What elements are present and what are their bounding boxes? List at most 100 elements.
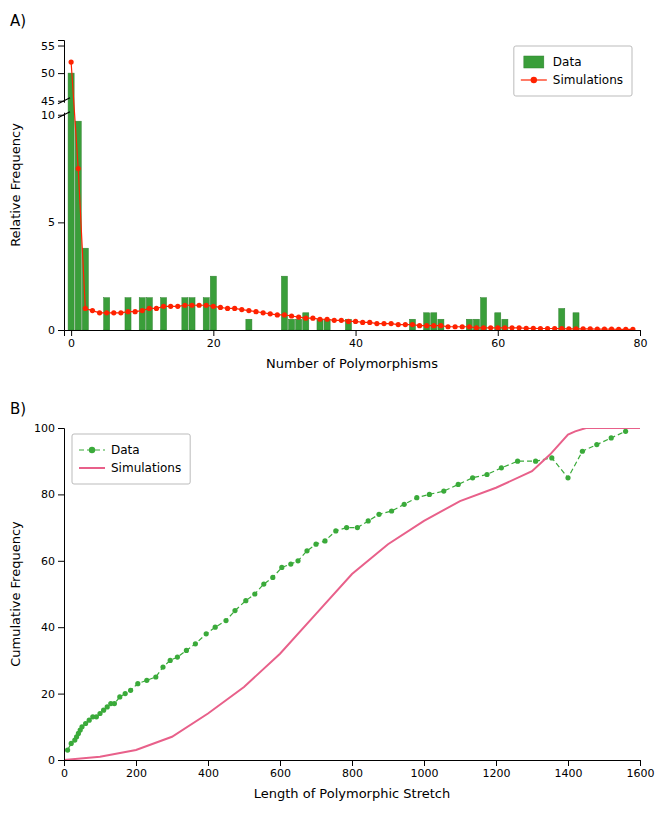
legend: DataSimulations <box>72 434 190 484</box>
axis-break <box>58 98 70 118</box>
tick: 200 <box>126 760 147 780</box>
bar <box>75 121 81 330</box>
bar <box>495 313 501 330</box>
tick-mark <box>136 760 137 766</box>
tick-mark <box>58 694 64 695</box>
bar <box>438 319 444 330</box>
point <box>509 325 514 330</box>
point <box>261 310 266 315</box>
legend-label: Data <box>111 443 140 457</box>
tick-mark <box>58 760 64 761</box>
point <box>175 654 180 659</box>
point <box>453 324 458 329</box>
point <box>246 308 251 313</box>
point <box>303 316 308 321</box>
point <box>565 475 570 480</box>
tick: 20 <box>41 688 64 701</box>
bar <box>473 319 479 330</box>
point <box>580 449 585 454</box>
tick-mark <box>58 73 64 74</box>
point <box>135 681 140 686</box>
bar <box>395 330 401 331</box>
tick-label: 45 <box>41 95 55 108</box>
tick-mark <box>58 627 64 628</box>
point <box>502 325 507 330</box>
point <box>153 674 158 679</box>
point <box>609 327 614 330</box>
legend-box <box>72 434 190 484</box>
tick-mark <box>280 760 281 766</box>
plot-area <box>68 59 635 330</box>
point <box>524 326 529 330</box>
point <box>360 320 365 325</box>
point <box>317 317 322 322</box>
point <box>355 525 360 530</box>
tick-label: 400 <box>198 767 219 780</box>
plot-area <box>64 428 640 760</box>
x-axis: 020406080 <box>65 330 648 350</box>
tick-label: 40 <box>41 621 55 634</box>
point <box>515 459 520 464</box>
tick-label: 1000 <box>411 767 439 780</box>
point <box>296 314 301 319</box>
chart-canvas: 0204060800510455055A)Number of Polymorph… <box>0 0 658 825</box>
point <box>581 326 586 330</box>
x-axis-title: Length of Polymorphic Stretch <box>254 786 451 801</box>
point <box>427 492 432 497</box>
tick-mark <box>58 494 64 495</box>
panel-title: A) <box>10 12 26 30</box>
point <box>279 565 284 570</box>
point <box>403 322 408 327</box>
bar <box>267 330 273 331</box>
point <box>484 472 489 477</box>
bar <box>360 330 366 331</box>
tick-label: 1200 <box>483 767 511 780</box>
point <box>125 309 130 314</box>
x-axis: 02004006008001000120014001600 <box>61 760 655 780</box>
point <box>414 495 419 500</box>
point <box>213 625 218 630</box>
tick: 10 <box>41 109 64 122</box>
bar <box>331 330 337 331</box>
tick: 60 <box>491 330 505 350</box>
tick-label: 600 <box>270 767 291 780</box>
chart-panel: 0204060800510455055A)Number of Polymorph… <box>8 12 648 371</box>
point <box>243 598 248 603</box>
tick: 800 <box>342 760 363 780</box>
tick: 80 <box>41 488 64 501</box>
point <box>117 694 122 699</box>
point <box>410 322 415 327</box>
bar <box>424 313 430 330</box>
tick-label: 80 <box>634 337 648 350</box>
point <box>517 325 522 330</box>
axis-line <box>65 761 641 767</box>
tick-mark <box>640 330 641 336</box>
bar <box>232 330 238 331</box>
tick: 1400 <box>555 760 583 780</box>
bar <box>310 330 316 331</box>
tick-mark <box>208 760 209 766</box>
point <box>189 303 194 308</box>
point <box>549 455 554 460</box>
point <box>140 308 145 313</box>
axis-break-mark <box>58 98 70 104</box>
point <box>538 326 543 330</box>
point <box>623 327 628 330</box>
y-axis: 020406080100 <box>34 422 65 767</box>
tick-label: 1400 <box>555 767 583 780</box>
bar <box>502 319 508 330</box>
point <box>346 319 351 324</box>
bar <box>466 319 472 330</box>
tick-label: 20 <box>41 688 55 701</box>
point <box>223 618 228 623</box>
tick-mark <box>352 760 353 766</box>
legend-swatch-marker <box>531 77 537 83</box>
bar <box>118 330 124 331</box>
point <box>288 562 293 567</box>
point <box>396 322 401 327</box>
point <box>197 303 202 308</box>
legend-label: Data <box>553 55 582 69</box>
point <box>630 327 635 330</box>
point <box>253 309 258 314</box>
bar <box>104 298 110 330</box>
